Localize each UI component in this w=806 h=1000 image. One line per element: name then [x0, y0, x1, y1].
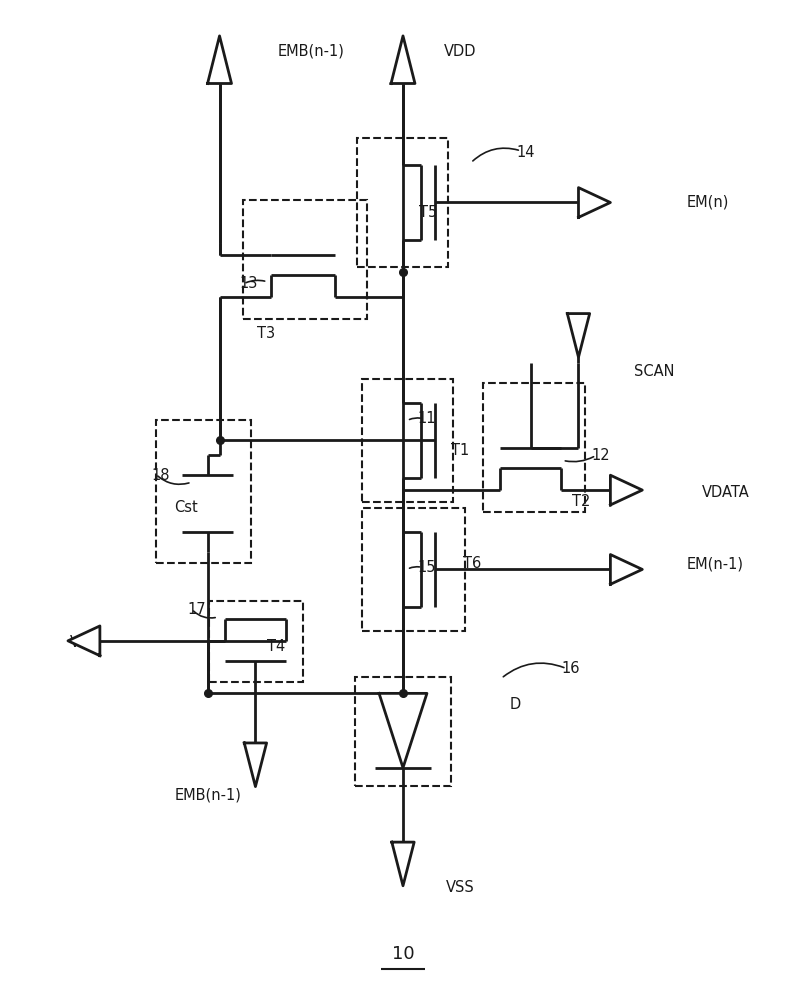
Polygon shape — [391, 36, 415, 83]
Text: 14: 14 — [517, 145, 535, 160]
Text: T1: T1 — [451, 443, 469, 458]
Polygon shape — [610, 555, 642, 584]
Text: VDATA: VDATA — [702, 485, 750, 500]
Bar — [362, 379, 453, 502]
Text: EM(n): EM(n) — [686, 195, 729, 210]
Text: EMB(n-1): EMB(n-1) — [174, 787, 241, 802]
Bar — [210, 601, 303, 682]
Polygon shape — [610, 475, 642, 505]
Text: 17: 17 — [188, 602, 206, 617]
Polygon shape — [567, 314, 590, 357]
Text: Cst: Cst — [174, 500, 197, 515]
Bar — [362, 508, 465, 631]
Text: 11: 11 — [418, 411, 436, 426]
Bar — [357, 138, 448, 267]
Text: SCAN: SCAN — [634, 364, 675, 379]
Polygon shape — [579, 188, 610, 217]
Text: Vref: Vref — [69, 635, 99, 650]
Text: T6: T6 — [463, 556, 481, 571]
Bar — [355, 677, 451, 786]
Text: T5: T5 — [419, 205, 437, 220]
Text: 18: 18 — [152, 468, 170, 483]
Text: T2: T2 — [572, 494, 591, 509]
Text: 12: 12 — [592, 448, 610, 463]
Text: 15: 15 — [418, 560, 436, 575]
Text: D: D — [510, 697, 521, 712]
Polygon shape — [392, 842, 414, 886]
Text: 16: 16 — [561, 661, 580, 676]
Text: 13: 13 — [240, 276, 258, 291]
Text: T4: T4 — [268, 639, 285, 654]
Text: EM(n-1): EM(n-1) — [686, 557, 743, 572]
Text: T3: T3 — [257, 326, 275, 341]
Text: 10: 10 — [392, 945, 414, 963]
Text: VSS: VSS — [446, 880, 475, 895]
Text: EMB(n-1): EMB(n-1) — [278, 44, 345, 59]
Text: VDD: VDD — [444, 44, 476, 59]
Bar — [243, 200, 367, 319]
Bar — [483, 383, 585, 512]
Polygon shape — [379, 693, 427, 768]
Polygon shape — [68, 626, 100, 656]
Polygon shape — [208, 36, 231, 83]
Polygon shape — [244, 743, 267, 787]
Bar — [156, 420, 251, 563]
